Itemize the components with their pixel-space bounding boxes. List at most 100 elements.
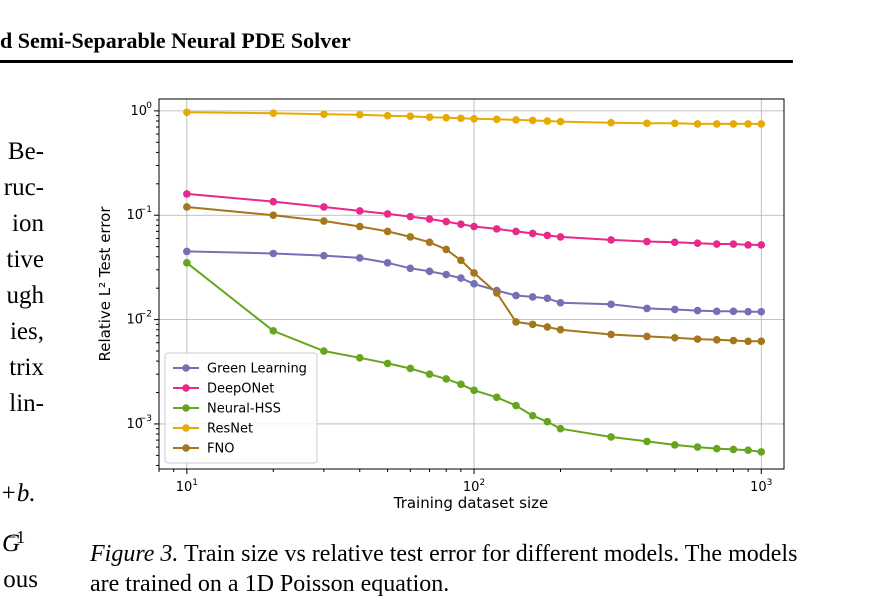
data-point [744,337,752,346]
data-point [607,330,615,339]
x-tick-label: 102 [463,478,485,495]
data-point [670,238,679,247]
data-point [183,259,191,267]
series-lines [183,108,766,456]
data-point [528,229,537,238]
left-text-fragment: lin- [9,390,44,417]
y-tick-label: 10 [126,417,143,432]
bottom-text-fragment: ous [3,566,38,593]
data-point [320,110,328,118]
data-point [693,306,702,315]
equation-fragment: +b. [0,480,36,507]
data-point [607,236,615,244]
data-point [492,115,501,124]
plot-frame [158,98,785,470]
data-point [744,120,752,128]
data-point [528,116,537,125]
data-point [729,120,738,128]
left-text-fragment: ion [12,210,44,237]
data-point [512,116,520,124]
data-point [470,386,478,395]
data-point [693,120,702,128]
data-point [183,190,191,198]
legend-entry: Green Learning [207,362,307,377]
legend-entry: ResNet [207,422,253,437]
data-point [492,225,501,233]
data-point [470,280,478,288]
data-point [320,203,328,211]
data-point [670,305,679,314]
data-point [729,445,738,454]
data-point [183,247,191,256]
left-text-fragment: ugh [6,282,45,309]
data-point [512,291,520,300]
data-point [757,307,766,316]
data-point [643,437,651,446]
data-point [757,337,766,346]
data-point [355,222,364,231]
x-tick-label: 103 [750,478,772,495]
y-tick-label: 10 [126,208,143,223]
data-point [492,393,501,402]
data-point [383,227,392,236]
data-point [269,197,278,206]
data-point [670,333,679,342]
data-point [425,113,434,122]
data-point [320,217,328,225]
y-axis-label: Relative L² Test error [96,206,114,362]
data-point [406,112,415,120]
data-point [744,307,752,316]
figure-caption: Figure 3. Train size vs relative test er… [90,539,810,599]
data-point [607,433,615,441]
data-point [406,233,415,241]
figure-caption-text: Train size vs relative test error for di… [90,541,798,597]
data-point [729,336,738,345]
data-point [442,245,451,254]
data-point [457,220,465,229]
y-tick-label: 10 [130,104,147,119]
running-header-title: d Semi-Separable Neural PDE Solver [0,28,351,53]
data-point [470,222,478,231]
data-point [457,256,465,265]
data-point [512,401,520,410]
data-point [383,210,392,218]
data-point [556,298,565,307]
data-point [512,227,520,236]
data-point [406,364,415,373]
left-text-fragment: ies, [9,318,44,345]
data-point [355,354,364,362]
data-point [457,114,465,123]
data-point [712,336,721,344]
data-point [383,111,392,120]
left-text-fragment: Be- [7,138,44,165]
data-point [643,119,651,128]
data-point [693,239,702,247]
data-point [183,203,191,211]
data-point [543,294,552,303]
left-text-fragment: tive [6,246,45,273]
data-point [425,267,434,276]
legend-swatch-marker [182,364,190,372]
data-point [744,241,752,249]
equation-superscript: −1 [6,527,26,547]
data-point [528,320,537,329]
data-point [643,304,651,313]
y-tick-exponent: −3 [139,414,152,424]
data-point [355,254,364,262]
data-point [712,240,721,248]
data-point [425,238,434,247]
data-point [543,323,552,331]
data-point [543,231,552,240]
data-point [543,117,552,125]
data-point [729,240,738,248]
data-point [693,335,702,343]
legend-box [164,352,318,464]
legend-swatch-marker [182,444,190,452]
data-point [442,217,451,226]
data-point [383,259,392,267]
data-point [383,359,392,368]
data-point [442,113,451,122]
data-point [556,117,565,126]
data-point [670,441,679,449]
data-point [457,380,465,389]
